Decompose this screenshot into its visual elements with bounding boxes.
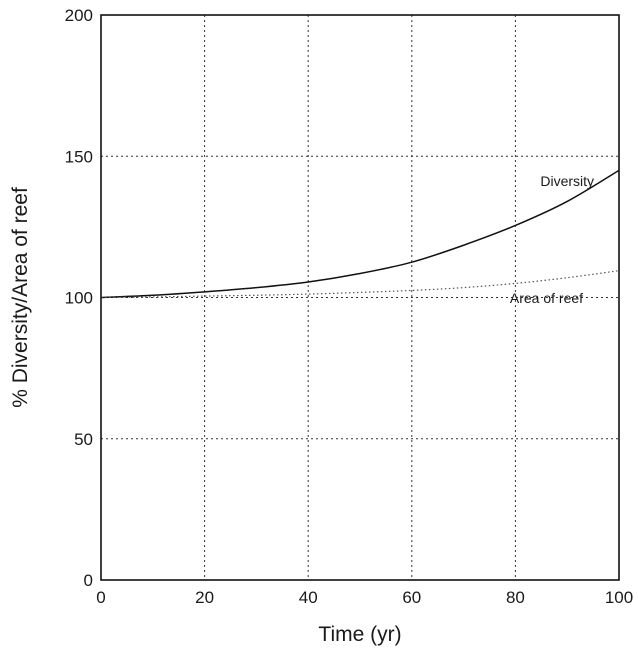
series-lines <box>100 169 620 299</box>
tick-labels: 0 20 40 60 80 100 0 50 100 150 200 <box>65 6 634 607</box>
series-line-area-of-reef <box>100 270 620 299</box>
x-tick-label: 40 <box>299 588 318 607</box>
x-tick-label: 80 <box>506 588 525 607</box>
y-tick-label: 50 <box>74 430 93 449</box>
x-tick-label: 100 <box>605 588 633 607</box>
x-tick-label: 20 <box>195 588 214 607</box>
y-axis-label: % Diversity/Area of reef <box>9 187 32 408</box>
plot-frame <box>100 14 620 581</box>
x-axis-label: Time (yr) <box>318 623 401 646</box>
series-annotation: Area of reef <box>510 290 583 306</box>
y-tick-label: 150 <box>65 147 93 166</box>
annotations: Diversity Area of reef <box>510 173 594 306</box>
y-tick-label: 200 <box>65 6 93 25</box>
y-tick-label: 100 <box>65 289 93 308</box>
grid <box>101 15 619 580</box>
x-tick-label: 0 <box>96 588 105 607</box>
x-tick-label: 60 <box>402 588 421 607</box>
series-line-diversity <box>100 169 620 299</box>
series-annotation: Diversity <box>540 173 594 189</box>
y-tick-label: 0 <box>84 571 93 590</box>
